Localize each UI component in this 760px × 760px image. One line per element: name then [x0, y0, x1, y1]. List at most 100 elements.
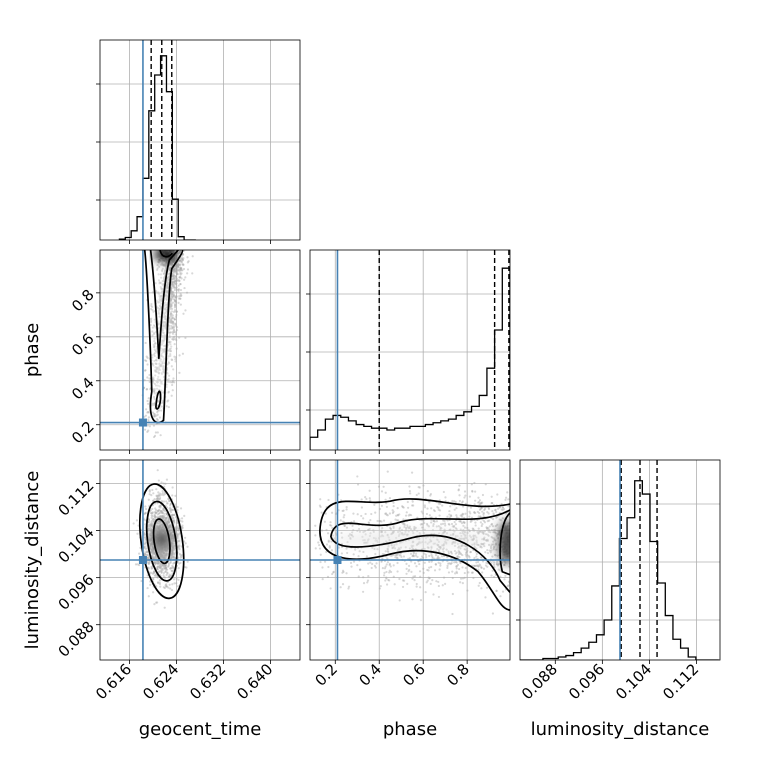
- sample-point: [486, 533, 489, 536]
- sample-point: [496, 554, 499, 557]
- sample-point: [403, 522, 406, 525]
- sample-point: [171, 326, 174, 330]
- sample-point: [449, 550, 453, 553]
- sample-point: [422, 519, 425, 522]
- sample-point: [430, 565, 433, 569]
- sample-point: [158, 555, 161, 558]
- sample-point: [418, 562, 421, 566]
- sample-point: [173, 318, 176, 321]
- sample-point: [331, 572, 334, 576]
- sample-point: [480, 566, 483, 569]
- sample-point: [169, 350, 172, 353]
- sample-point: [149, 580, 152, 583]
- sample-point: [366, 579, 370, 582]
- sample-point: [151, 515, 154, 518]
- sample-point: [452, 529, 455, 532]
- y-tick-label: 0.096: [55, 571, 98, 614]
- sample-point: [163, 557, 166, 560]
- sample-point: [171, 317, 174, 320]
- sample-point: [172, 281, 175, 284]
- sample-point: [159, 516, 162, 519]
- sample-point: [181, 258, 185, 261]
- sample-point: [487, 512, 490, 515]
- sample-point: [175, 329, 179, 332]
- sample-point: [317, 541, 320, 544]
- sample-point: [167, 521, 171, 524]
- sample-point: [153, 324, 156, 328]
- sample-point: [173, 381, 176, 384]
- sample-point: [340, 531, 343, 535]
- sample-point: [169, 298, 172, 301]
- sample-point: [329, 524, 332, 527]
- sample-point: [144, 369, 147, 372]
- sample-point: [168, 328, 171, 331]
- sample-point: [162, 564, 165, 567]
- sample-point: [507, 505, 510, 508]
- sample-point: [144, 554, 147, 557]
- sample-point: [439, 562, 442, 565]
- sample-point: [461, 566, 464, 569]
- sample-point: [177, 545, 180, 548]
- sample-point: [472, 529, 475, 532]
- sample-point: [480, 506, 483, 510]
- sample-point: [437, 525, 440, 528]
- sample-point: [158, 516, 162, 519]
- sample-point: [173, 329, 176, 332]
- sample-point: [173, 267, 176, 270]
- sample-point: [159, 506, 162, 509]
- sample-point: [164, 482, 167, 485]
- sample-point: [474, 521, 477, 524]
- sample-point: [164, 266, 168, 269]
- sample-point: [451, 592, 454, 596]
- sample-point: [485, 561, 488, 564]
- sample-point: [499, 575, 502, 578]
- sample-point: [394, 518, 397, 521]
- sample-point: [486, 527, 489, 531]
- sample-point: [169, 304, 172, 307]
- sample-point: [478, 499, 481, 502]
- sample-point: [179, 507, 183, 510]
- sample-point: [459, 552, 463, 556]
- sample-point: [415, 565, 418, 568]
- sample-point: [481, 531, 484, 534]
- sample-point: [156, 496, 160, 500]
- y-tick-label: 0.8: [68, 286, 98, 316]
- sample-point: [469, 520, 472, 523]
- sample-point: [485, 586, 489, 589]
- sample-point: [175, 534, 179, 537]
- sample-point: [171, 331, 174, 334]
- sample-point: [153, 337, 156, 340]
- sample-point: [414, 526, 417, 529]
- sample-point: [430, 560, 433, 563]
- sample-point: [148, 373, 151, 377]
- sample-point: [360, 506, 364, 509]
- sample-point: [465, 551, 468, 554]
- sample-point: [173, 267, 176, 270]
- sample-point: [388, 512, 392, 515]
- sample-point: [148, 490, 151, 493]
- sample-point: [457, 552, 460, 556]
- sample-point: [469, 550, 472, 554]
- sample-point: [152, 520, 156, 523]
- sample-point: [172, 278, 176, 281]
- sample-point: [346, 551, 349, 555]
- sample-point: [477, 496, 480, 499]
- sample-point: [490, 574, 493, 577]
- sample-point: [327, 539, 330, 542]
- sample-point: [156, 576, 159, 579]
- sample-point: [160, 569, 163, 573]
- sample-point: [486, 548, 489, 552]
- sample-point: [175, 269, 179, 272]
- sample-point: [154, 507, 157, 510]
- sample-point: [161, 512, 164, 515]
- sample-point: [171, 276, 175, 279]
- sample-point: [403, 579, 406, 582]
- sample-point: [487, 543, 491, 546]
- sample-point: [159, 434, 162, 437]
- sample-point: [398, 599, 401, 602]
- sample-point: [154, 561, 157, 565]
- sample-point: [394, 553, 397, 557]
- sample-point: [368, 489, 371, 492]
- sample-point: [167, 278, 170, 281]
- sample-point: [408, 568, 411, 572]
